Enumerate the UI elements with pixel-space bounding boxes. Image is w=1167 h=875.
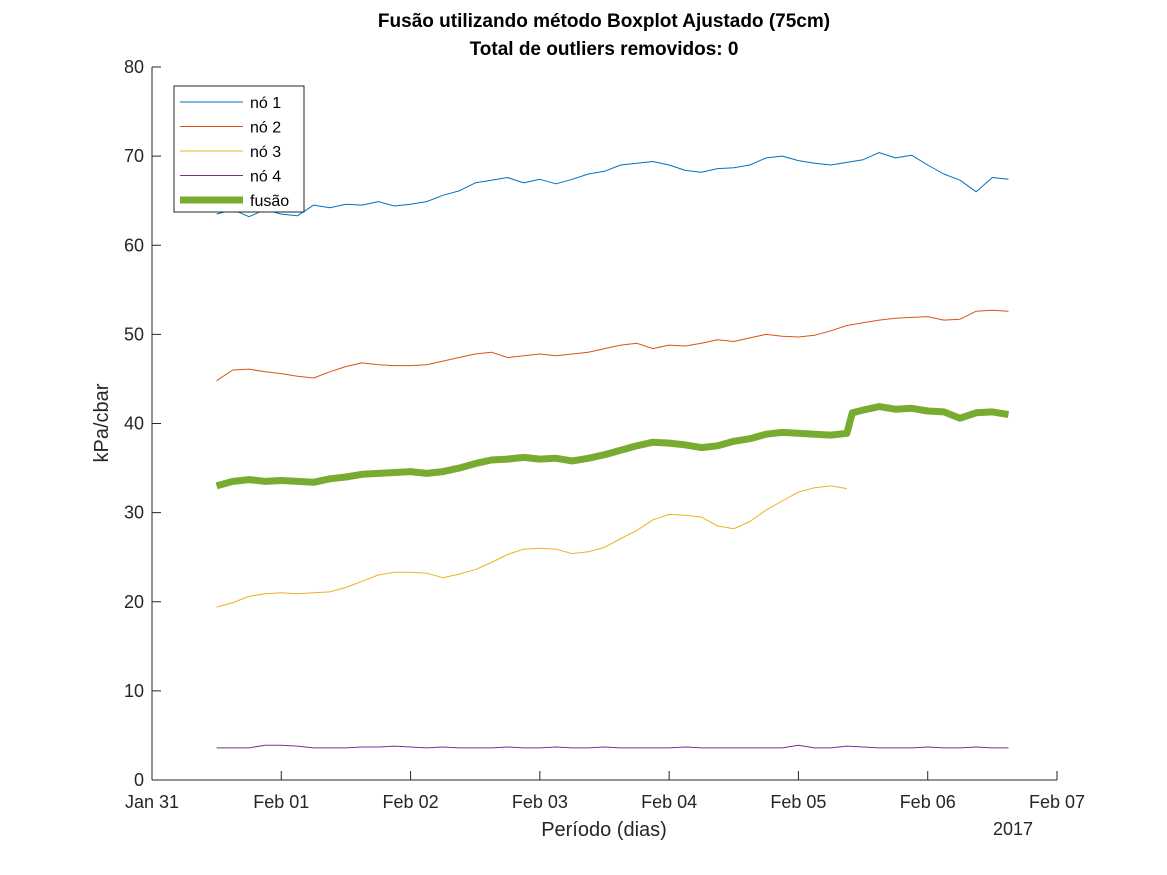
y-tick-label: 30 bbox=[124, 503, 144, 523]
x-tick-label: Feb 07 bbox=[1029, 792, 1085, 812]
plot-area bbox=[215, 152, 1010, 749]
series-line-1 bbox=[216, 152, 1009, 218]
series-line-4 bbox=[216, 744, 1009, 749]
series-line-5 bbox=[215, 403, 1010, 490]
x-tick-label: Feb 06 bbox=[900, 792, 956, 812]
y-tick-label: 80 bbox=[124, 57, 144, 77]
y-tick-label: 40 bbox=[124, 414, 144, 434]
legend: nó 1 nó 2 nó 3 nó 4 fusão bbox=[173, 85, 305, 213]
legend-label: nó 4 bbox=[250, 169, 281, 186]
series-line-3 bbox=[216, 485, 847, 608]
x-axis-label: Período (dias) bbox=[541, 819, 667, 841]
legend-box bbox=[173, 85, 305, 213]
y-tick-label: 10 bbox=[124, 681, 144, 701]
x-ticks: Jan 31 Feb 01 Feb 02 Feb 03 Feb 04 Feb 05 Feb … bbox=[125, 771, 1085, 812]
x-tick-label: Feb 01 bbox=[253, 792, 309, 812]
legend-label: fusão bbox=[250, 193, 289, 210]
y-ticks: 0 10 20 30 40 50 60 70 80 bbox=[124, 57, 161, 790]
x-tick-label: Jan 31 bbox=[125, 792, 179, 812]
y-tick-label: 60 bbox=[124, 235, 144, 255]
y-tick-label: 70 bbox=[124, 146, 144, 166]
chart-title-line1: Fusão utilizando método Boxplot Ajustado… bbox=[378, 11, 830, 32]
y-tick-label: 50 bbox=[124, 324, 144, 344]
y-tick-label: 20 bbox=[124, 592, 144, 612]
x-tick-label: Feb 04 bbox=[641, 792, 697, 812]
chart-title-line2: Total de outliers removidos: 0 bbox=[470, 39, 739, 60]
y-axis-label: kPa/cbar bbox=[91, 383, 113, 462]
x-axis-year-label: 2017 bbox=[993, 819, 1033, 839]
x-tick-label: Feb 02 bbox=[383, 792, 439, 812]
x-tick-label: Feb 05 bbox=[770, 792, 826, 812]
series-line-2 bbox=[216, 309, 1009, 382]
x-tick-label: Feb 03 bbox=[512, 792, 568, 812]
legend-label: nó 1 bbox=[250, 95, 281, 112]
legend-label: nó 3 bbox=[250, 144, 281, 161]
y-tick-label: 0 bbox=[134, 770, 144, 790]
legend-label: nó 2 bbox=[250, 120, 281, 137]
